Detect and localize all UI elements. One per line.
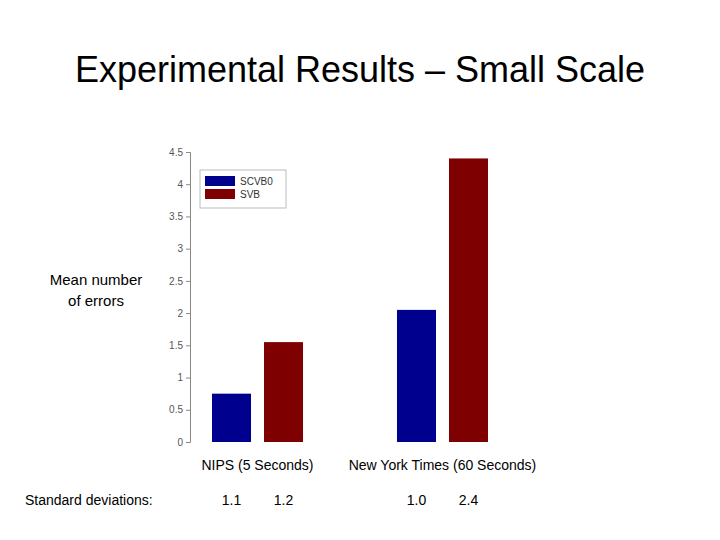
bar	[397, 310, 436, 442]
y-tick-label: 2	[177, 308, 183, 319]
y-axis-line	[186, 153, 191, 443]
std-dev-label: 1.2	[274, 492, 294, 508]
y-tick: 2.5	[169, 276, 190, 287]
bar	[212, 394, 251, 442]
y-tick-mark	[186, 216, 190, 217]
y-tick-mark	[186, 345, 190, 346]
legend-label: SVB	[240, 189, 260, 200]
y-tick-mark	[186, 152, 190, 153]
y-tick-label: 1.5	[169, 340, 183, 351]
title: Experimental Results – Small Scale	[75, 49, 645, 90]
y-tick-mark	[186, 378, 190, 379]
bar	[449, 158, 488, 442]
y-tick: 2	[177, 308, 190, 319]
y-tick: 4.5	[169, 147, 190, 158]
x-tick-label: New York Times (60 Seconds)	[349, 457, 537, 473]
legend-swatch	[205, 176, 235, 186]
y-tick: 0.5	[169, 404, 190, 415]
y-axis: 0 0.5 1 1.5 2 2.5 3 3.5 4 4.5	[169, 147, 190, 448]
y-tick-label: 3.5	[169, 211, 183, 222]
y-tick: 1	[177, 372, 190, 383]
y-tick-mark	[186, 313, 190, 314]
std-dev-label: 1.1	[222, 492, 242, 508]
y-axis-title-line: Mean number	[50, 271, 143, 288]
y-tick-label: 1	[177, 372, 183, 383]
legend-label: SCVB0	[240, 176, 273, 187]
legend-box	[200, 170, 286, 208]
x-axis: NIPS (5 Seconds) New York Times (60 Secon…	[201, 457, 536, 473]
std-dev-title: Standard deviations:	[25, 492, 153, 508]
y-tick-label: 4	[177, 179, 183, 190]
y-tick-label: 3	[177, 243, 183, 254]
y-tick-mark	[186, 184, 190, 185]
y-tick-mark	[186, 442, 190, 443]
y-tick-mark	[186, 249, 190, 250]
std-dev-label: 2.4	[459, 492, 479, 508]
y-tick: 3	[177, 243, 190, 254]
y-tick-label: 0.5	[169, 404, 183, 415]
std-dev-label: 1.0	[407, 492, 427, 508]
x-tick-label: NIPS (5 Seconds)	[201, 457, 313, 473]
y-tick: 3.5	[169, 211, 190, 222]
y-tick: 0	[177, 437, 190, 448]
y-axis-title: Mean number of errors	[50, 271, 143, 309]
bar	[264, 342, 303, 442]
y-tick: 4	[177, 179, 190, 190]
y-tick-label: 2.5	[169, 276, 183, 287]
legend-swatch	[205, 189, 235, 199]
y-tick-label: 0	[177, 437, 183, 448]
y-axis-title-line: of errors	[68, 292, 124, 309]
slide: Experimental Results – Small Scale Mean n…	[0, 0, 720, 540]
y-tick-label: 4.5	[169, 147, 183, 158]
legend: SCVB0 SVB	[200, 170, 286, 208]
y-tick-mark	[186, 410, 190, 411]
y-tick: 1.5	[169, 340, 190, 351]
std-dev-row: Standard deviations: 1.1 1.0 1.2 2.4	[25, 492, 478, 508]
y-tick-mark	[186, 281, 190, 282]
